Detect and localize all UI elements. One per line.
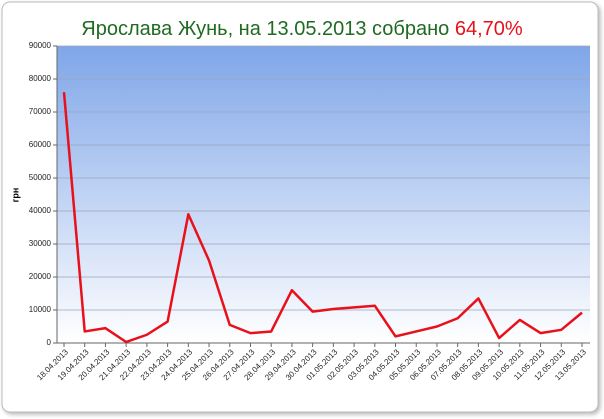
y-tick-label: 80000 [29, 74, 52, 83]
y-tick-label: 50000 [29, 173, 52, 182]
y-tick-label: 20000 [29, 272, 52, 281]
data-line [62, 92, 583, 344]
title-text: Ярослава Жунь, на 13.05.2013 собрано [81, 18, 449, 40]
y-tick-label: 30000 [29, 239, 52, 248]
y-tick-label: 40000 [29, 206, 52, 215]
y-tick-label: 0 [47, 338, 52, 347]
title-highlight: 64,70% [455, 18, 523, 40]
y-tick-label: 60000 [29, 140, 52, 149]
y-tick-label: 10000 [29, 305, 52, 314]
chart-title: Ярослава Жунь, на 13.05.2013 собрано 64,… [81, 18, 523, 40]
y-tick-label: 90000 [29, 41, 52, 50]
y-axis-label: грн [10, 188, 20, 203]
plot-area [57, 46, 590, 343]
y-tick-label: 70000 [29, 107, 52, 116]
